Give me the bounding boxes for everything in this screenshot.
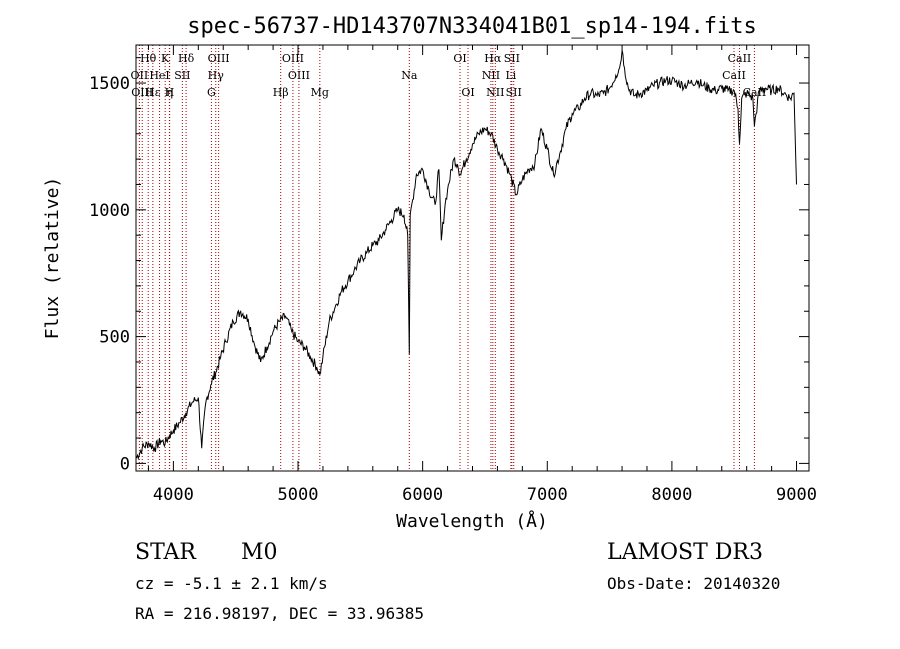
x-axis: 4000 5000 6000 7000 8000 9000 <box>147 45 817 505</box>
object-subclass: M0 <box>241 540 278 565</box>
y-tick-label: 500 <box>99 328 130 348</box>
line-marker-label-13: Hβ <box>273 86 289 99</box>
line-marker-label-27: CaII <box>722 69 746 82</box>
line-marker-label-25: SII <box>506 86 522 99</box>
line-marker-label-20: Hα <box>484 52 502 65</box>
y-tick-label: 1000 <box>89 201 130 221</box>
spectrum-line <box>135 50 797 461</box>
line-marker-label-15: OIII <box>288 69 310 82</box>
x-axis-label: Wavelength (Å) <box>396 510 548 532</box>
object-class: STAR <box>135 540 196 565</box>
line-marker-label-10: OIII <box>208 52 230 65</box>
line-marker-label-12: G <box>207 86 216 99</box>
x-tick-label: 4000 <box>153 485 194 505</box>
line-marker-label-16: Mg <box>311 86 329 99</box>
line-marker-label-11: Hγ <box>208 69 225 82</box>
line-marker-label-6: η <box>166 86 173 99</box>
line-marker-label-26: CaII <box>728 52 752 65</box>
y-tick-label: 1500 <box>89 74 130 94</box>
line-marker-label-5: HeI <box>149 69 169 82</box>
line-marker-label-19: OI <box>461 86 474 99</box>
line-marker-label-1: OII <box>131 69 149 82</box>
line-marker-label-23: SII <box>504 52 520 65</box>
y-tick-label: 0 <box>120 454 130 474</box>
x-tick-label: 9000 <box>776 485 817 505</box>
line-marker-label-9: Hδ <box>178 52 195 65</box>
chart-title: spec-56737-HD143707N334041B01_sp14-194.f… <box>187 14 757 39</box>
line-marker-label-0: Hθ <box>140 52 157 65</box>
line-marker-label-3: Hε <box>145 86 161 99</box>
x-tick-label: 5000 <box>278 485 319 505</box>
coordinates-readout: RA = 216.98197, DEC = 33.96385 <box>135 604 424 623</box>
line-marker-label-7: H <box>165 86 175 99</box>
y-axis-label: Flux (relative) <box>42 177 63 340</box>
y-axis: 0 500 1000 1500 <box>89 57 809 474</box>
redshift-readout: cz = -5.1 ± 2.1 km/s <box>135 574 328 593</box>
line-marker-label-21: NII <box>482 69 500 82</box>
x-tick-label: 7000 <box>527 485 568 505</box>
observation-date: Obs-Date: 20140320 <box>607 574 781 593</box>
line-marker-label-4: K <box>161 52 170 65</box>
x-tick-label: 6000 <box>402 485 443 505</box>
line-marker-label-8: SII <box>174 69 190 82</box>
x-tick-label: 8000 <box>651 485 692 505</box>
line-marker-label-24: Li <box>505 69 516 82</box>
plot-frame <box>135 44 810 472</box>
line-markers <box>138 45 755 471</box>
line-marker-label-14: OIII <box>282 52 304 65</box>
line-marker-label-22: NII <box>486 86 504 99</box>
line-marker-label-2: OIII <box>131 86 153 99</box>
line-marker-label-18: OI <box>453 52 466 65</box>
survey-name: LAMOST DR3 <box>607 540 763 565</box>
line-marker-label-17: Na <box>401 69 418 82</box>
